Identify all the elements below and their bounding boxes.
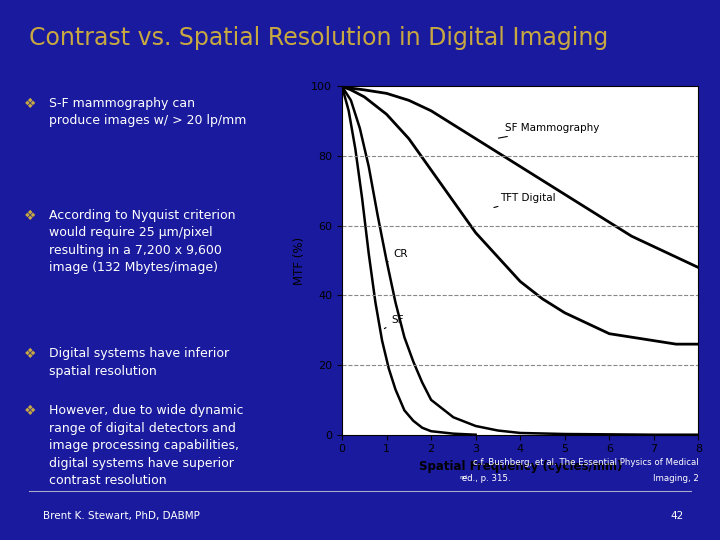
Text: Imaging, 2: Imaging, 2: [652, 474, 698, 483]
Text: ed., p. 315.: ed., p. 315.: [459, 474, 511, 483]
Text: SF Mammography: SF Mammography: [498, 123, 599, 138]
Text: ❖: ❖: [24, 97, 37, 111]
Text: 42: 42: [671, 511, 684, 521]
Text: SF: SF: [384, 315, 403, 329]
Text: ❖: ❖: [24, 347, 37, 361]
Text: Brent K. Stewart, PhD, DABMP: Brent K. Stewart, PhD, DABMP: [43, 511, 200, 521]
Text: nd: nd: [459, 475, 467, 480]
Text: According to Nyquist criterion
would require 25 μm/pixel
resulting in a 7,200 x : According to Nyquist criterion would req…: [49, 209, 235, 274]
Text: c.f. Bushberg, et al. The Essential Physics of Medical: c.f. Bushberg, et al. The Essential Phys…: [473, 458, 698, 467]
Text: TFT Digital: TFT Digital: [494, 193, 556, 207]
Text: Contrast vs. Spatial Resolution in Digital Imaging: Contrast vs. Spatial Resolution in Digit…: [29, 26, 608, 50]
Y-axis label: MTF (%): MTF (%): [293, 237, 306, 285]
Text: S-F mammography can
produce images w/ > 20 lp/mm: S-F mammography can produce images w/ > …: [49, 97, 247, 127]
Text: CR: CR: [387, 248, 408, 262]
Text: Digital systems have inferior
spatial resolution: Digital systems have inferior spatial re…: [49, 347, 230, 378]
Text: ❖: ❖: [24, 404, 37, 418]
X-axis label: Spatial Frequency (cycles/mm): Spatial Frequency (cycles/mm): [418, 460, 622, 473]
Text: ❖: ❖: [24, 209, 37, 223]
Text: However, due to wide dynamic
range of digital detectors and
image processing cap: However, due to wide dynamic range of di…: [49, 404, 244, 488]
